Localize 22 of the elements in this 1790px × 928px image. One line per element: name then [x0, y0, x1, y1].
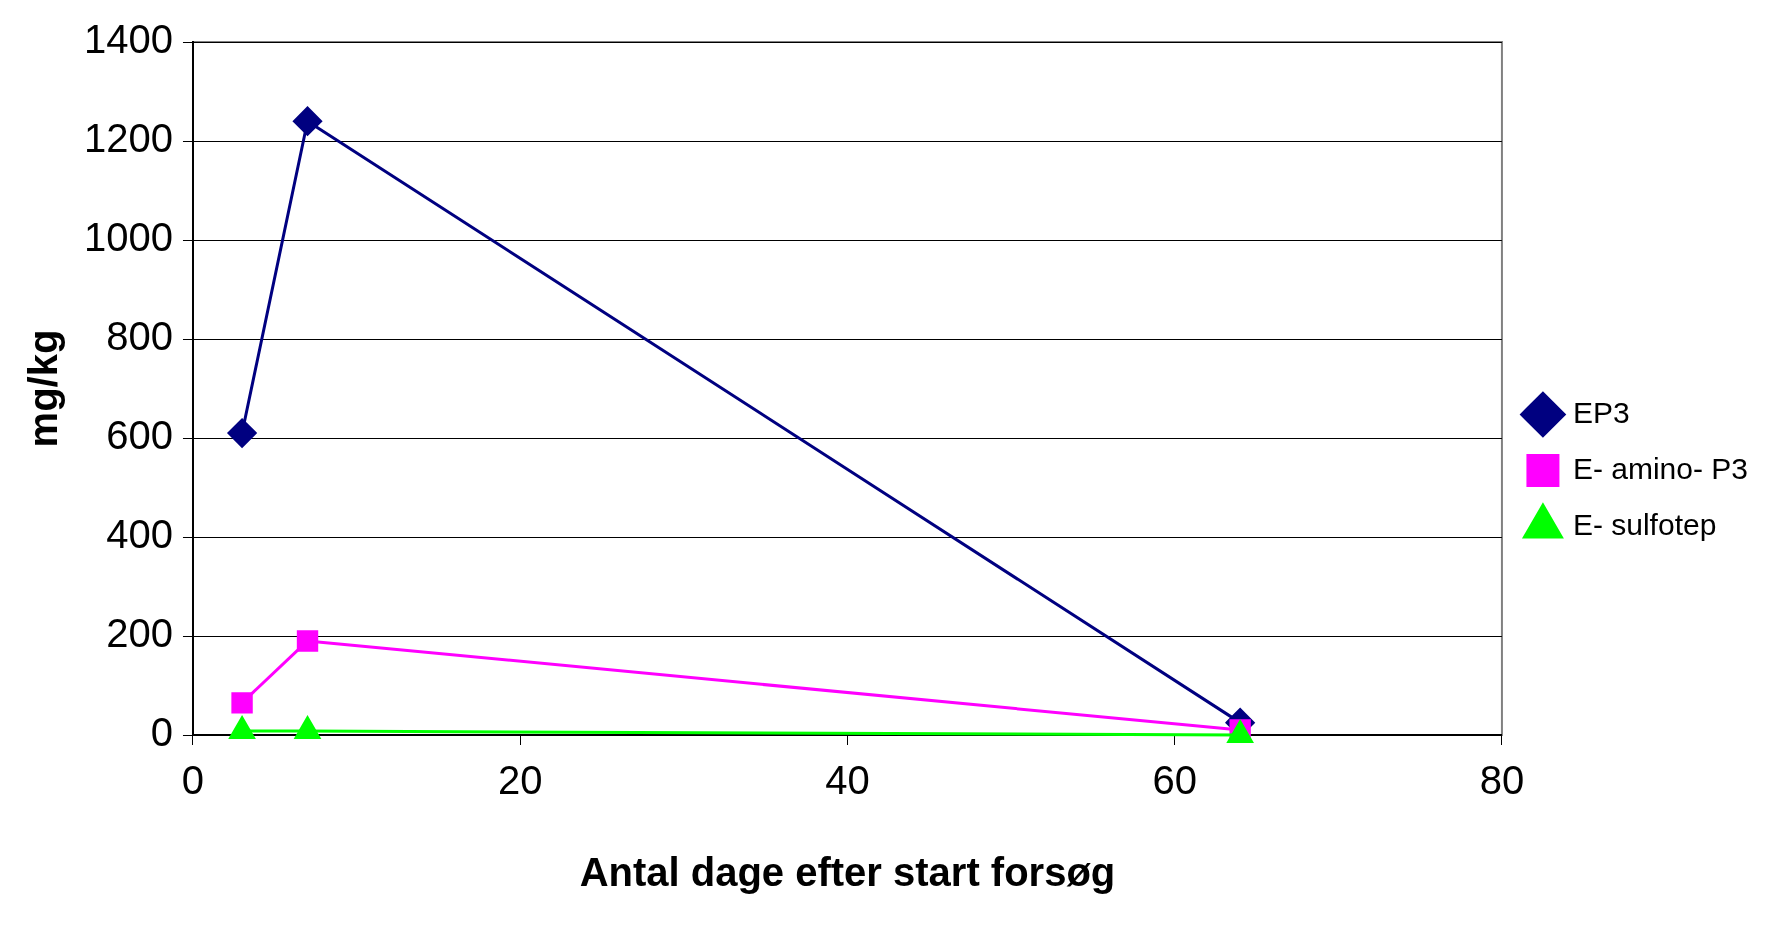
- legend-label: E- sulfotep: [1572, 507, 1717, 541]
- y-axis-title: mg/kg: [21, 329, 66, 448]
- y-tick-label: 1400: [84, 17, 173, 62]
- y-tick-label: 600: [106, 413, 173, 458]
- point: [227, 418, 257, 448]
- x-axis-title: Antal dage efter start forsøg: [579, 850, 1116, 895]
- point: [231, 692, 253, 714]
- x-tick-label: 20: [497, 758, 543, 803]
- x-tick-label: 40: [825, 758, 870, 803]
- y-tick-label: 1200: [84, 116, 173, 161]
- y-tick-label: 800: [106, 314, 173, 359]
- x-tick-label: 0: [181, 758, 205, 803]
- x-tick-label: 60: [1152, 758, 1197, 803]
- y-tick-label: 200: [106, 611, 173, 656]
- legend-label: EP3: [1572, 395, 1630, 429]
- y-tick-label: 0: [150, 710, 173, 755]
- legend-label: E- amino- P3: [1572, 451, 1749, 485]
- x-tick-label: 80: [1479, 758, 1525, 803]
- y-tick-label: 1000: [84, 215, 173, 260]
- point: [293, 106, 323, 136]
- point: [296, 630, 319, 652]
- y-tick-label: 400: [106, 512, 173, 557]
